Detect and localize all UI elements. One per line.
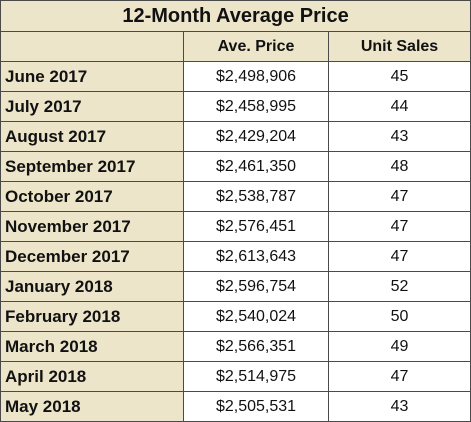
units-cell: 44 <box>327 91 471 122</box>
units-cell: 49 <box>327 331 471 362</box>
price-cell: $2,458,995 <box>183 91 329 122</box>
table-row: February 2018 $2,540,024 50 <box>0 301 471 332</box>
month-cell: October 2017 <box>0 181 184 212</box>
table-row: June 2017 $2,498,906 45 <box>0 61 471 92</box>
units-cell: 47 <box>327 361 471 392</box>
price-cell: $2,538,787 <box>183 181 329 212</box>
price-cell: $2,429,204 <box>183 121 329 152</box>
month-cell: May 2018 <box>0 391 184 422</box>
units-cell: 52 <box>327 271 471 302</box>
month-cell: August 2017 <box>0 121 184 152</box>
table-row: August 2017 $2,429,204 43 <box>0 121 471 152</box>
header-month <box>0 31 184 62</box>
units-cell: 43 <box>327 121 471 152</box>
units-cell: 47 <box>327 181 471 212</box>
table-row: October 2017 $2,538,787 47 <box>0 181 471 212</box>
price-cell: $2,576,451 <box>183 211 329 242</box>
month-cell: April 2018 <box>0 361 184 392</box>
price-cell: $2,498,906 <box>183 61 329 92</box>
month-cell: July 2017 <box>0 91 184 122</box>
header-ave-price: Ave. Price <box>183 31 329 62</box>
table-row: November 2017 $2,576,451 47 <box>0 211 471 242</box>
month-cell: June 2017 <box>0 61 184 92</box>
month-cell: January 2018 <box>0 271 184 302</box>
units-cell: 45 <box>327 61 471 92</box>
price-cell: $2,505,531 <box>183 391 329 422</box>
units-cell: 47 <box>327 241 471 272</box>
month-cell: February 2018 <box>0 301 184 332</box>
table-row: September 2017 $2,461,350 48 <box>0 151 471 182</box>
price-cell: $2,613,643 <box>183 241 329 272</box>
table-row: March 2018 $2,566,351 49 <box>0 331 471 362</box>
price-cell: $2,596,754 <box>183 271 329 302</box>
table-row: December 2017 $2,613,643 47 <box>0 241 471 272</box>
units-cell: 50 <box>327 301 471 332</box>
price-cell: $2,461,350 <box>183 151 329 182</box>
units-cell: 47 <box>327 211 471 242</box>
units-cell: 48 <box>327 151 471 182</box>
table-row: April 2018 $2,514,975 47 <box>0 361 471 392</box>
header-row: Ave. Price Unit Sales <box>0 31 471 62</box>
month-cell: March 2018 <box>0 331 184 362</box>
table-row: May 2018 $2,505,531 43 <box>0 391 471 422</box>
month-cell: December 2017 <box>0 241 184 272</box>
units-cell: 43 <box>327 391 471 422</box>
table-row: January 2018 $2,596,754 52 <box>0 271 471 302</box>
price-cell: $2,540,024 <box>183 301 329 332</box>
month-cell: September 2017 <box>0 151 184 182</box>
title-row: 12-Month Average Price <box>0 0 471 32</box>
month-cell: November 2017 <box>0 211 184 242</box>
price-cell: $2,566,351 <box>183 331 329 362</box>
header-unit-sales: Unit Sales <box>327 31 471 62</box>
table-row: July 2017 $2,458,995 44 <box>0 91 471 122</box>
table-title: 12-Month Average Price <box>0 0 471 32</box>
price-cell: $2,514,975 <box>183 361 329 392</box>
